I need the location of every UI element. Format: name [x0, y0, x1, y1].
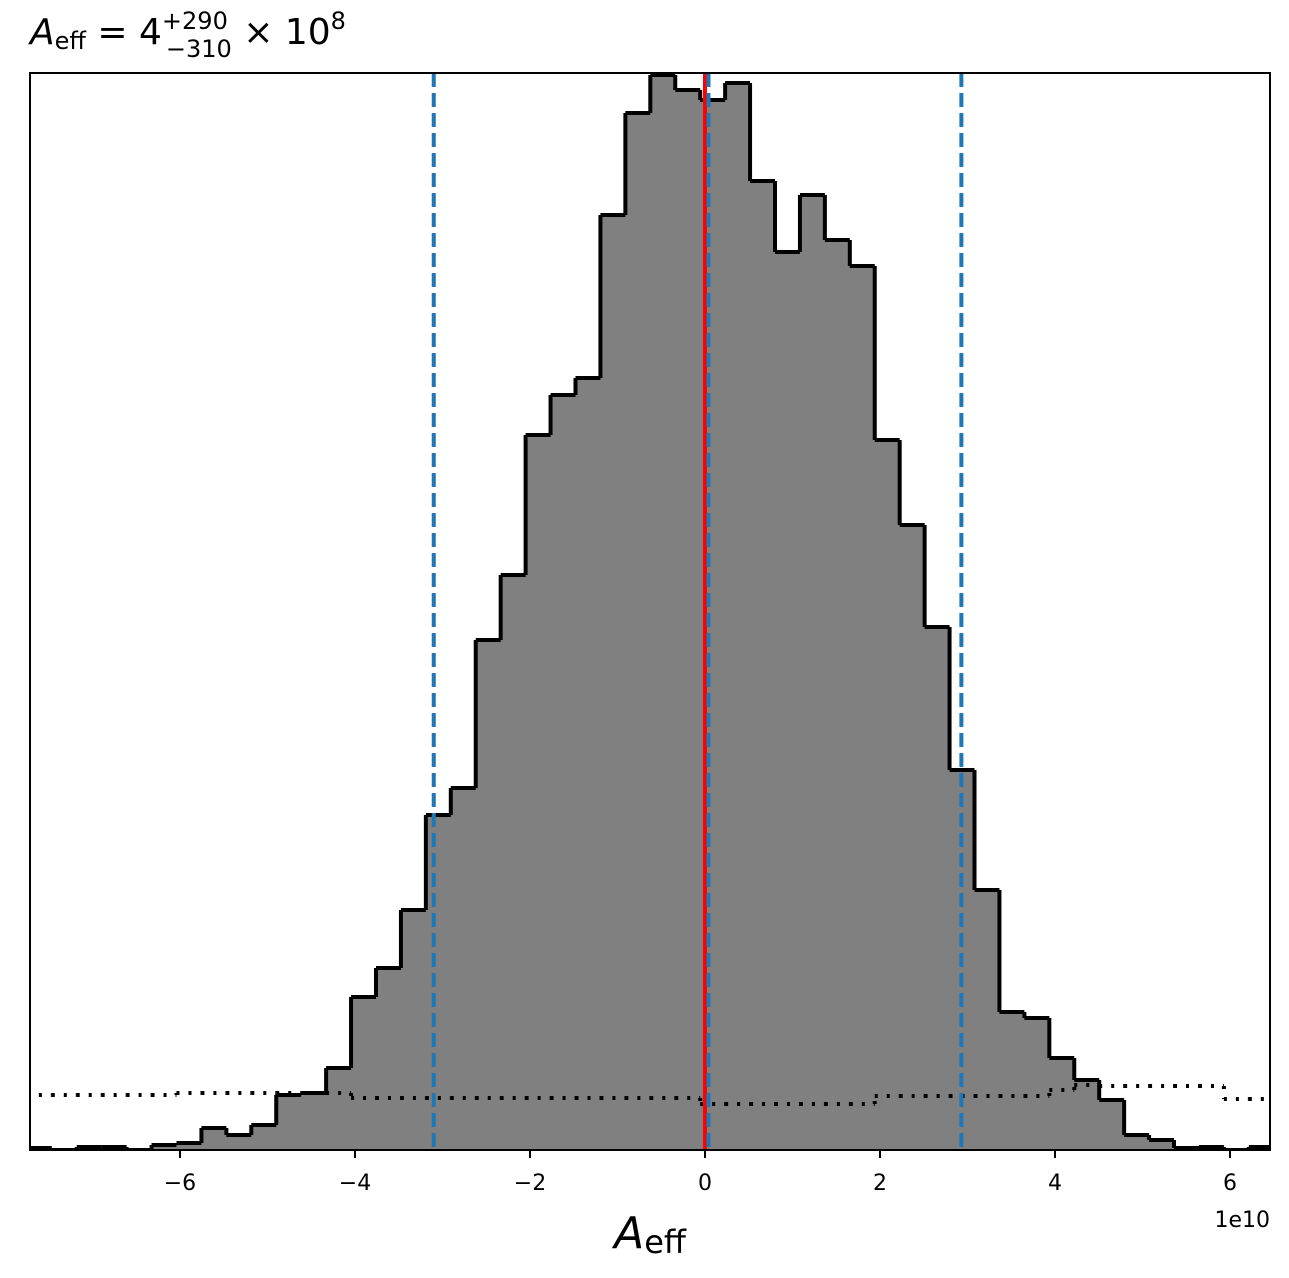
bar: [301, 1093, 327, 1150]
bar: [425, 815, 452, 1150]
x-axis-label: Aeff: [611, 1208, 687, 1261]
bar: [874, 440, 901, 1150]
x-tick-label: −6: [164, 1171, 196, 1196]
bar: [326, 1068, 352, 1150]
bar: [1024, 1018, 1050, 1150]
x-tick-label: 0: [698, 1171, 712, 1196]
bar: [276, 1095, 302, 1150]
bar: [974, 890, 1000, 1150]
bar: [774, 252, 801, 1150]
bar: [201, 1128, 227, 1150]
bar: [475, 640, 502, 1150]
bar: [176, 1143, 202, 1150]
bar: [1074, 1080, 1100, 1150]
bar: [226, 1135, 252, 1150]
plot-area: [30, 73, 1270, 1150]
bar: [400, 910, 427, 1150]
bar: [799, 195, 826, 1150]
bar: [251, 1125, 277, 1150]
bar: [625, 113, 651, 1150]
x-tick-label: −2: [514, 1171, 546, 1196]
bar: [675, 90, 701, 1150]
bar: [849, 266, 876, 1150]
bar: [924, 627, 951, 1150]
bar: [750, 181, 776, 1150]
plot-frame: [29, 72, 1271, 1151]
bar: [650, 75, 676, 1150]
x-tick-label: 4: [1048, 1171, 1062, 1196]
bar: [1149, 1140, 1175, 1150]
x-tick-label: 6: [1223, 1171, 1237, 1196]
bar: [375, 968, 402, 1150]
bar: [899, 525, 926, 1150]
bar: [1124, 1135, 1150, 1150]
bar: [351, 997, 377, 1150]
chart-title: Aeff = 4+290 −310 × 108: [28, 7, 346, 63]
x-tick-label: −4: [339, 1171, 371, 1196]
bar: [1049, 1058, 1075, 1150]
bar: [450, 788, 477, 1150]
bar: [575, 378, 601, 1150]
bar: [725, 83, 751, 1150]
bar: [550, 395, 576, 1150]
bar: [999, 1012, 1025, 1150]
bar: [1099, 1100, 1125, 1150]
bar: [151, 1145, 177, 1150]
bar: [600, 215, 626, 1150]
x-offset-label: 1e10: [1214, 1208, 1270, 1233]
bar: [525, 435, 552, 1150]
x-tick-label: 2: [873, 1171, 887, 1196]
bar: [500, 575, 527, 1150]
bar: [824, 240, 851, 1150]
